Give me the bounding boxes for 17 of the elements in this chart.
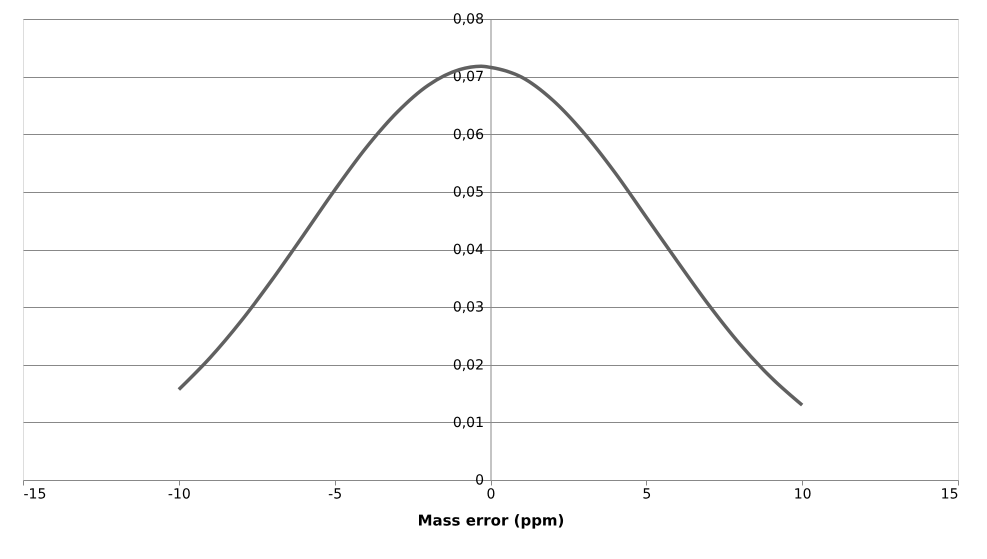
y-tick-label: 0,01: [452, 414, 484, 431]
y-tick-label: 0: [475, 472, 484, 488]
x-tick-label: -5: [328, 486, 342, 502]
x-tick-label: 10: [794, 486, 812, 502]
line-series: [177, 64, 804, 407]
x-tick-label: -15: [24, 486, 46, 502]
y-tick-label: 0,02: [452, 357, 484, 374]
x-tick-label: -10: [168, 486, 191, 502]
x-tick-label: 15: [940, 486, 958, 502]
x-axis-title: Mass error (ppm): [418, 512, 564, 530]
y-tick-label: 0,08: [452, 12, 484, 28]
y-tick-label: 0,06: [452, 126, 484, 143]
x-tick-label: 0: [486, 486, 496, 502]
x-tick-label: 5: [642, 486, 652, 502]
y-tick-label: 0,05: [452, 184, 484, 200]
y-tick-label: 0,03: [452, 300, 484, 316]
y-tick-label: 0,04: [452, 242, 484, 258]
